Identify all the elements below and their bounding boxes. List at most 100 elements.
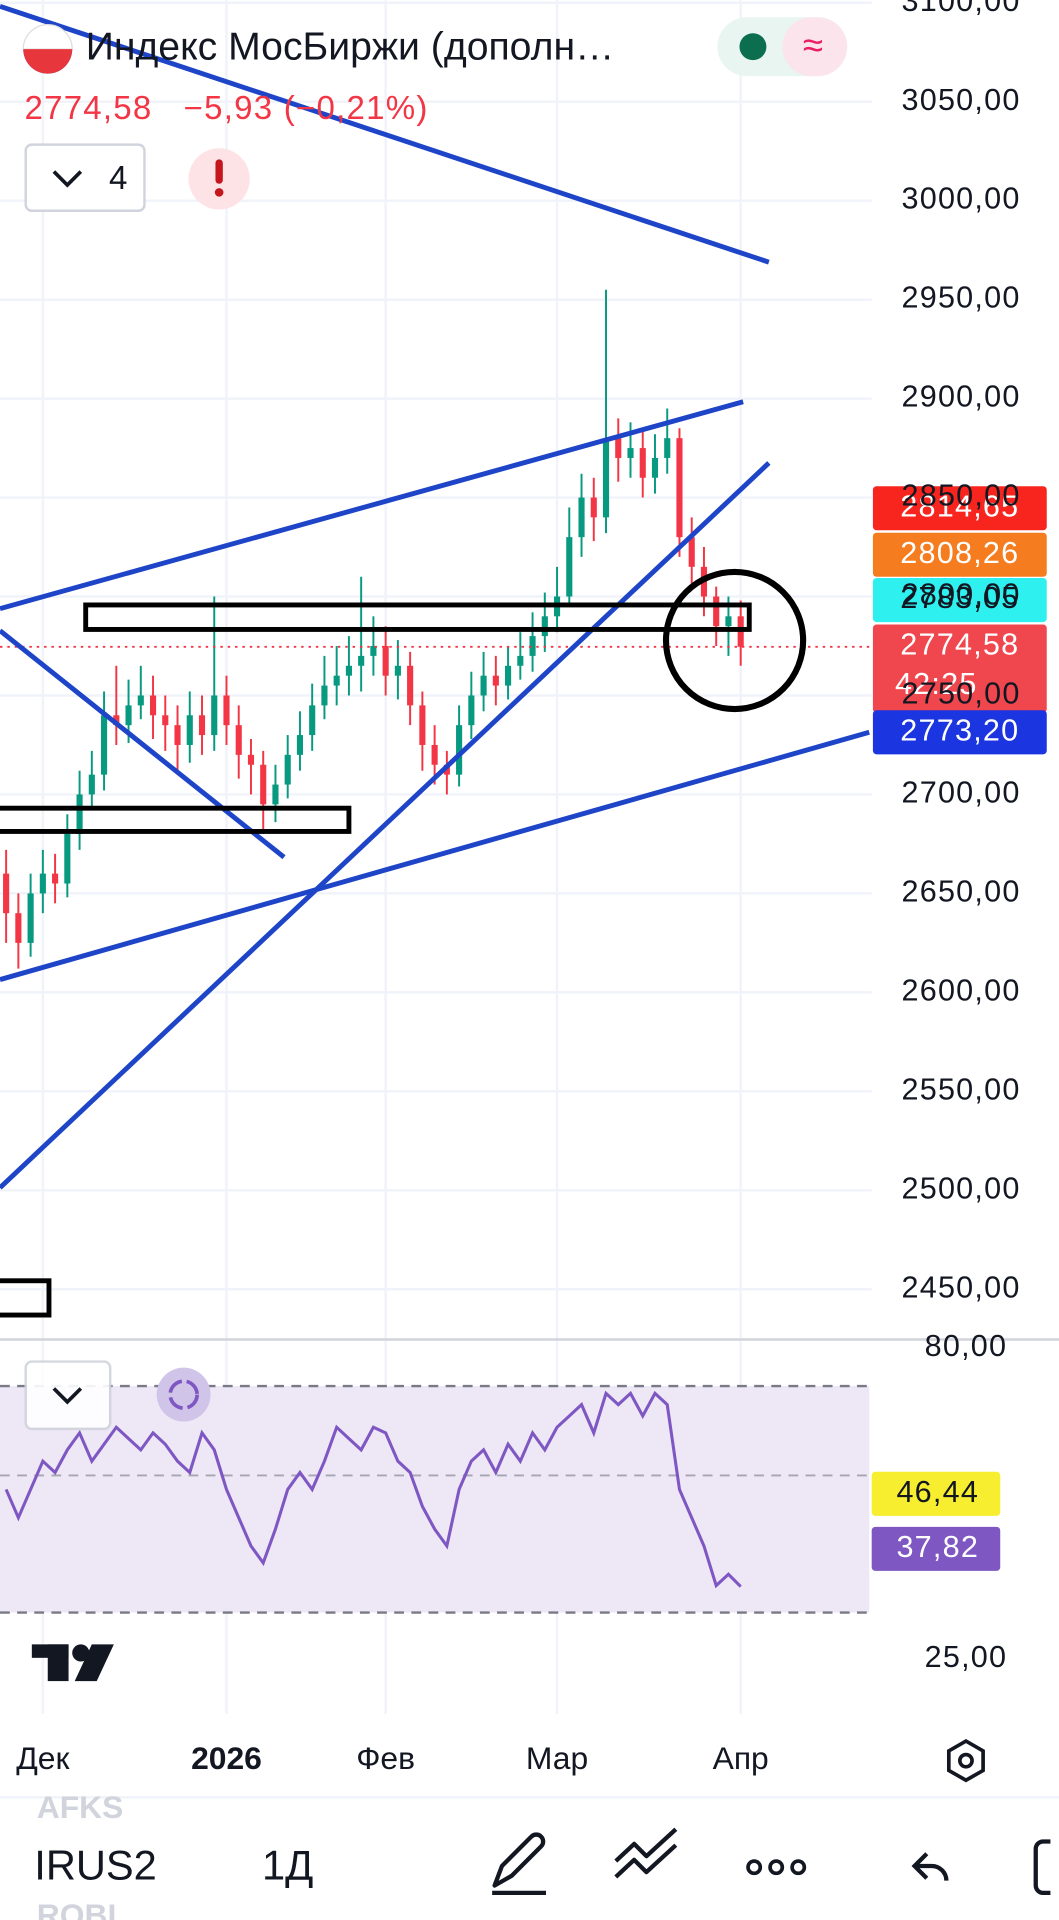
y-tick-label: 3100,00 xyxy=(901,0,1020,18)
logo-part xyxy=(72,1644,90,1662)
candle-body xyxy=(149,695,157,716)
candle-body xyxy=(137,695,144,706)
rsi-refresh-button[interactable] xyxy=(156,1367,211,1422)
indicator-icon[interactable] xyxy=(614,1827,678,1879)
trend-line xyxy=(0,628,286,860)
symbol-title[interactable]: Индекс МосБиржи (дополн… xyxy=(86,25,615,68)
candle-body xyxy=(505,665,512,686)
x-tick-label: Дек xyxy=(16,1740,70,1776)
candle-body xyxy=(529,636,536,656)
y-tick-label: 3050,00 xyxy=(901,83,1020,117)
more-icon xyxy=(790,1859,807,1876)
candle-body xyxy=(725,616,732,627)
market-open-dot xyxy=(739,33,767,61)
price-tag-label: 2783,05 xyxy=(900,581,1019,615)
candle-body xyxy=(431,744,438,765)
y-tick-label: 2700,00 xyxy=(901,776,1020,810)
candle-body xyxy=(296,735,304,755)
candle-body xyxy=(602,438,610,518)
price-change: −5,93 (−0,21%) xyxy=(184,90,429,127)
candle-body xyxy=(52,873,59,884)
indicators-toggle[interactable] xyxy=(24,143,146,212)
candle-body xyxy=(566,537,573,597)
tags: 2814,65 2808,26 2783,05 2774,58 42:25 2773,20… xyxy=(871,486,1047,1571)
highlight-circle xyxy=(662,568,807,713)
candle-body xyxy=(419,705,426,745)
fullscreen-icon[interactable] xyxy=(1033,1839,1051,1896)
candle-body xyxy=(394,665,401,676)
candle-body xyxy=(76,794,83,835)
more-icon xyxy=(768,1859,785,1876)
candle-body xyxy=(125,705,132,726)
candle-body xyxy=(64,834,71,884)
y-tick-label: 2800,00 xyxy=(901,578,1020,612)
trend-line xyxy=(0,399,744,611)
candle-body xyxy=(223,695,230,726)
zone-rect xyxy=(83,602,752,632)
candle-body xyxy=(676,438,683,538)
candle-body xyxy=(186,715,193,745)
candle-body xyxy=(664,438,671,458)
candle-body xyxy=(651,457,659,478)
alert-icon-dot xyxy=(214,188,224,197)
candle-body xyxy=(456,725,463,775)
price-tag-label: 2814,65 xyxy=(900,489,1019,523)
candle-body xyxy=(333,675,340,686)
rsi-collapse-button[interactable] xyxy=(24,1360,112,1431)
header: Индекс МосБиржи (дополн… ≈ 2774,58 −5,93… xyxy=(22,17,848,212)
price-tag-label: 2774,58 xyxy=(900,628,1019,662)
y-tick-label: 2600,00 xyxy=(901,973,1020,1007)
candle-body xyxy=(615,438,622,458)
chevron-icon xyxy=(52,1387,83,1405)
trend-line xyxy=(0,461,771,1190)
interval-button[interactable]: 1Д xyxy=(262,1841,313,1888)
candle-body xyxy=(713,596,720,627)
candle-body xyxy=(492,675,499,686)
y-tick-label: 80,00 xyxy=(925,1329,1008,1363)
drawing-tool-icon[interactable] xyxy=(492,1832,547,1896)
y-tick-label: 2450,00 xyxy=(901,1270,1020,1304)
price-tag-label: 2773,20 xyxy=(900,713,1019,747)
settings-icon[interactable] xyxy=(946,1738,985,1783)
price-tag xyxy=(872,532,1047,577)
delay-icon: ≈ xyxy=(803,25,823,66)
candle-body xyxy=(407,665,414,706)
flag-icon-top xyxy=(22,24,73,50)
y-tick-label: 2950,00 xyxy=(901,281,1020,315)
rsi-tag-label: 46,44 xyxy=(896,1475,979,1509)
candle-body xyxy=(235,725,242,755)
candle-body xyxy=(88,774,95,795)
price-tag xyxy=(872,578,1047,623)
trend-line xyxy=(0,729,870,982)
rsi-band-fill xyxy=(0,1386,870,1613)
symbol-button[interactable]: IRUS2 xyxy=(34,1841,157,1888)
candle-body xyxy=(480,675,487,696)
zone-rect xyxy=(0,1278,52,1318)
candle-body xyxy=(517,655,524,666)
undo-icon[interactable] xyxy=(911,1852,949,1881)
candle-body xyxy=(321,685,328,706)
candle-body xyxy=(113,715,120,726)
x-tick-label: Мар xyxy=(526,1740,588,1776)
candle-body xyxy=(39,873,46,894)
y-tick-label: 2500,00 xyxy=(901,1171,1020,1205)
indicators-count: 4 xyxy=(109,160,127,197)
watchlist-below: ROBI xyxy=(37,1897,117,1920)
settings-icon-center xyxy=(957,1752,974,1769)
rsi-line xyxy=(4,1390,742,1589)
x-tick-label: 2026 xyxy=(191,1740,262,1776)
grid xyxy=(0,0,872,1715)
y-tick-label: 2650,00 xyxy=(901,874,1020,908)
more-icon[interactable] xyxy=(746,1859,763,1876)
candle-body xyxy=(627,448,634,458)
candle-body xyxy=(284,754,291,785)
candle-body xyxy=(198,715,206,736)
candle-body xyxy=(272,784,279,805)
candle-body xyxy=(3,873,10,914)
candle-body xyxy=(468,695,475,726)
candle-body xyxy=(345,665,352,676)
trend-line xyxy=(0,3,770,265)
candle-body xyxy=(27,893,34,943)
